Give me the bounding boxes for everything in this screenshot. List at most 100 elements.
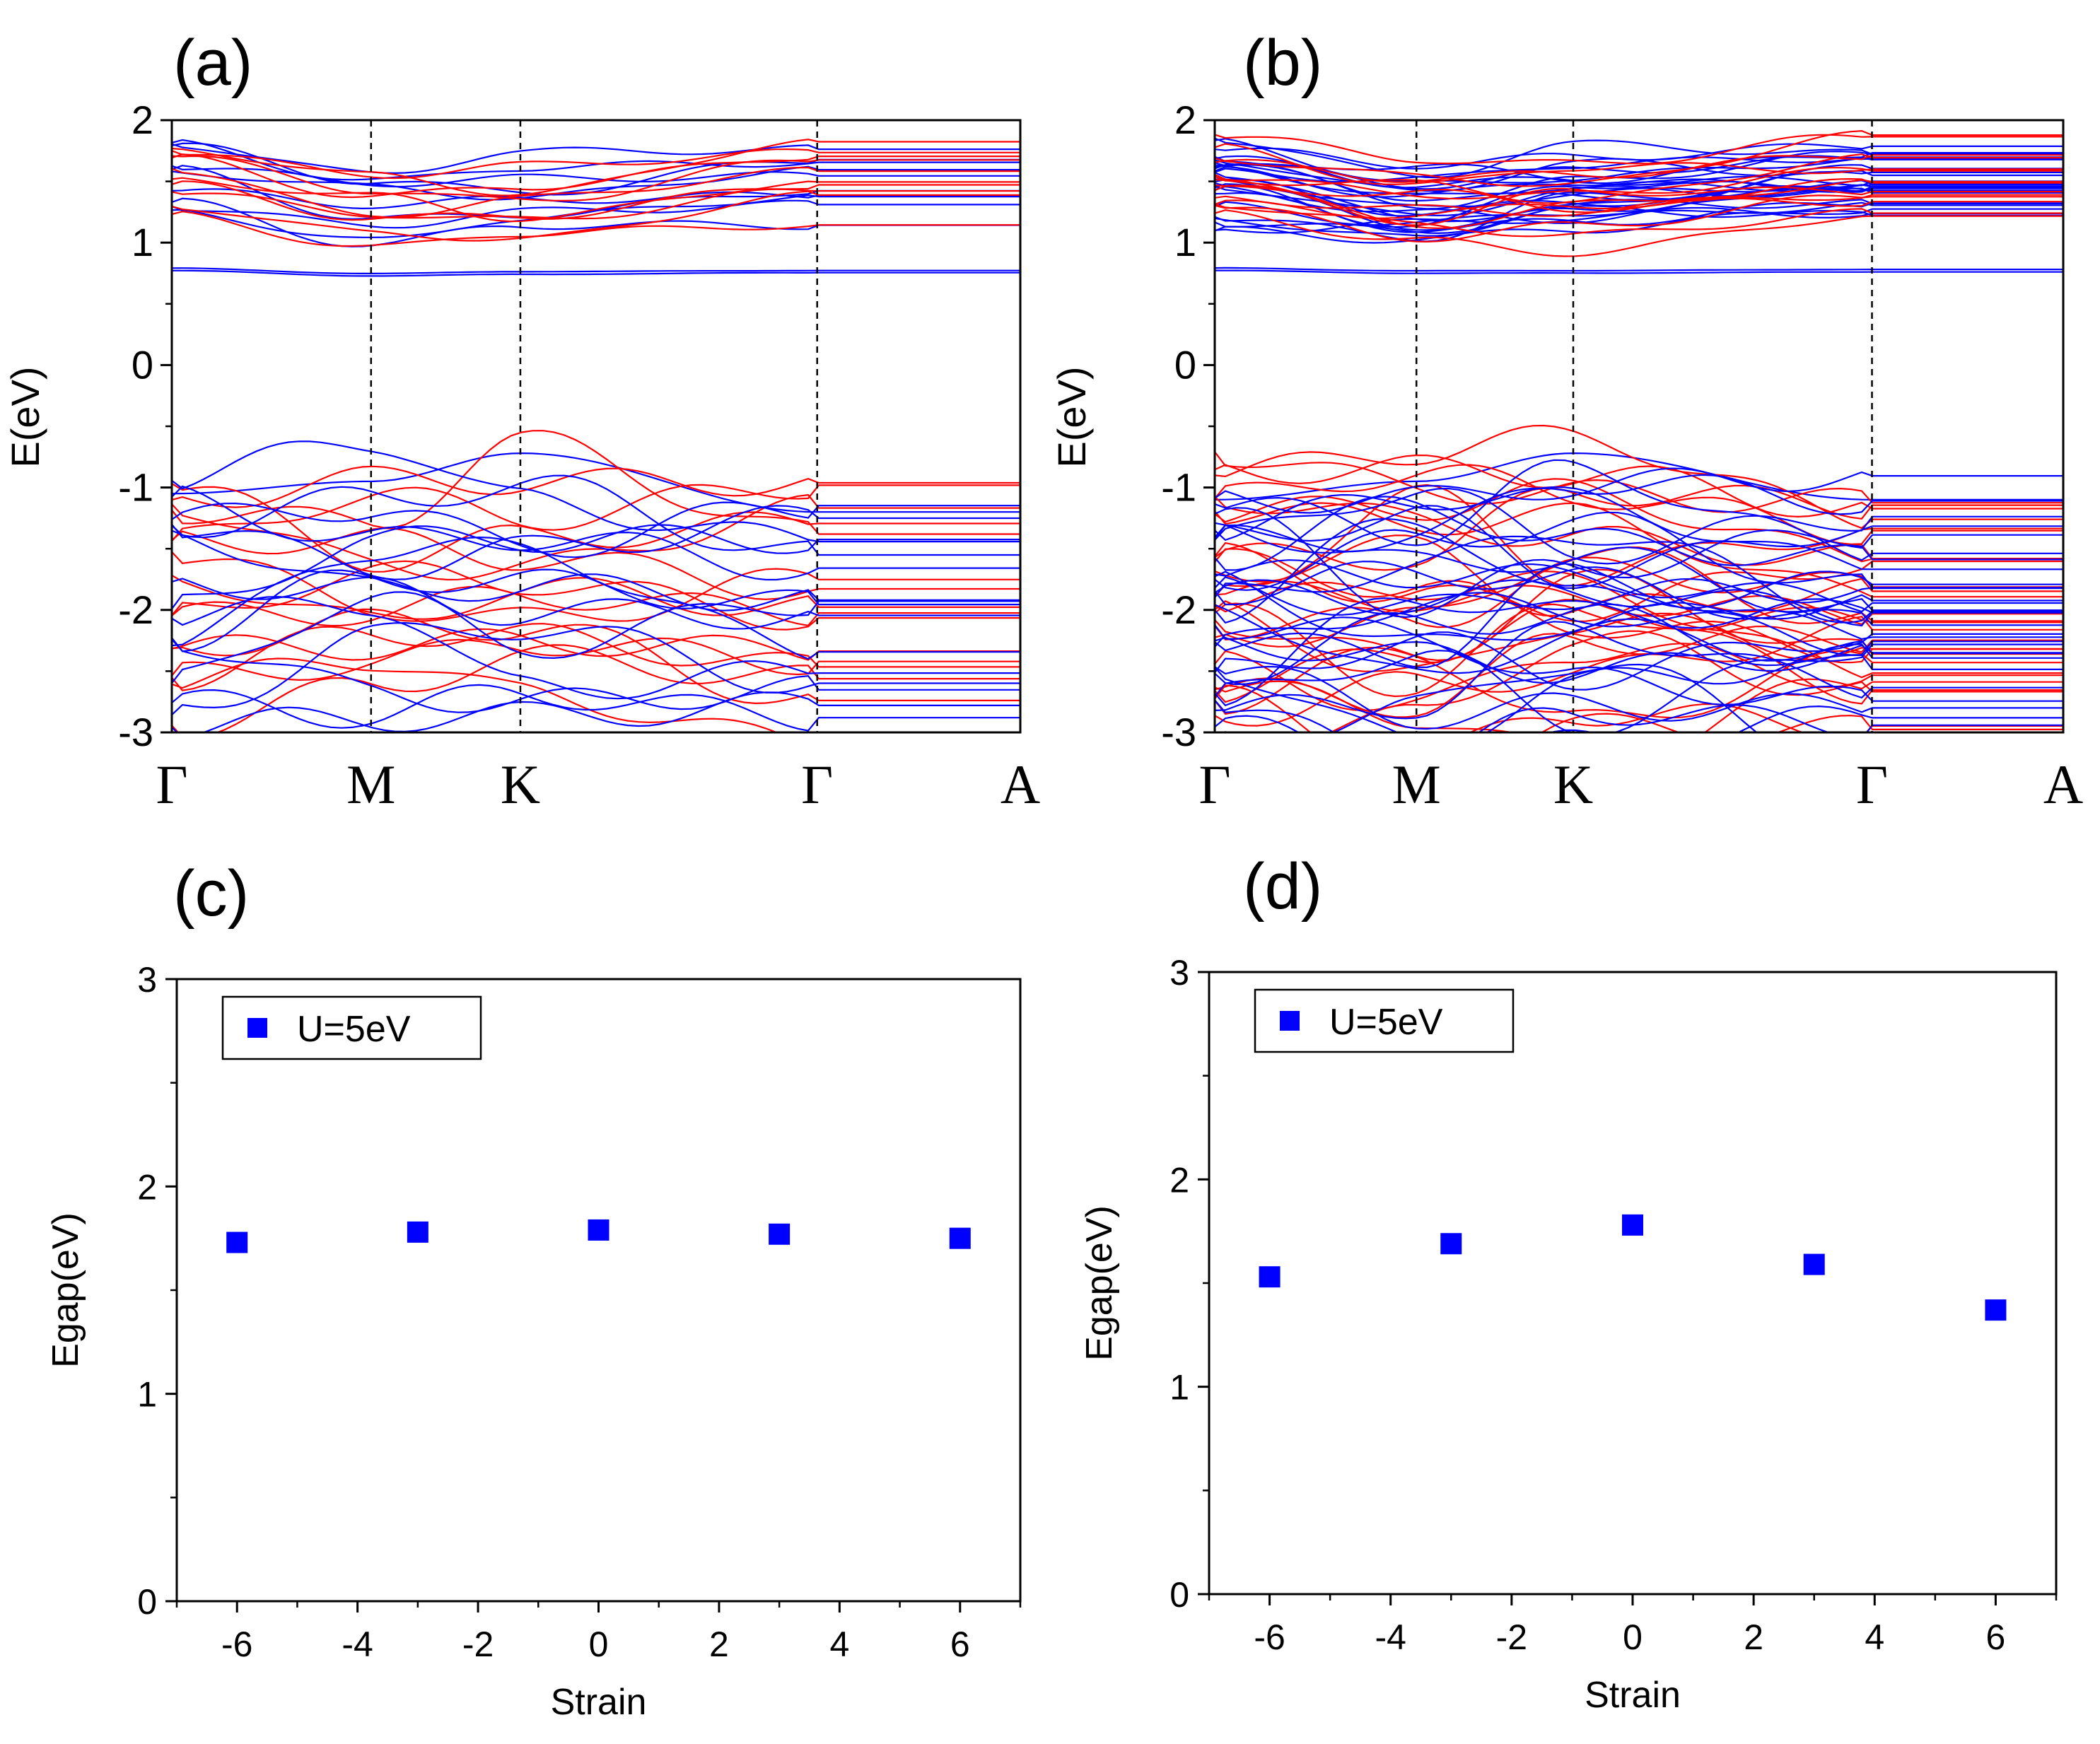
y-tick-label: 1 bbox=[1174, 220, 1196, 264]
data-point bbox=[1803, 1253, 1825, 1275]
band-line-up bbox=[1215, 179, 2063, 217]
y-tick-label: -2 bbox=[1161, 587, 1196, 632]
kpoint-label: Γ bbox=[801, 754, 833, 815]
data-point bbox=[769, 1223, 791, 1245]
band-panel-1: -3 -2 -1 0 1 2 Γ M K Γ A E(eV) (b) bbox=[1049, 27, 2083, 815]
legend-box bbox=[221, 995, 482, 1060]
band-line-up bbox=[1215, 185, 2063, 213]
band-line-down bbox=[172, 638, 1020, 713]
data-point bbox=[588, 1219, 609, 1241]
kpoint-label: M bbox=[346, 754, 395, 815]
band-line-up bbox=[172, 148, 1020, 180]
band-line-down bbox=[1215, 486, 2063, 570]
band-line-up bbox=[1215, 134, 2063, 165]
band-line-up bbox=[1215, 464, 2063, 545]
band-line-down bbox=[1215, 592, 2063, 656]
band-line-down bbox=[1215, 496, 2063, 571]
band-line-up bbox=[172, 560, 1020, 631]
band-line-down bbox=[1215, 507, 2063, 619]
y-axis-label: E(eV) bbox=[1049, 366, 1094, 467]
axes-frame bbox=[1208, 971, 2058, 1596]
y-tick-label: 0 bbox=[1174, 342, 1196, 387]
band-line-down bbox=[172, 501, 1020, 558]
band-line-up bbox=[1215, 209, 2063, 257]
band-line-down bbox=[1215, 505, 2063, 590]
x-tick-label: 2 bbox=[709, 1625, 729, 1664]
panel-label: (b) bbox=[1243, 27, 1322, 99]
band-line-up bbox=[172, 190, 1020, 242]
y-tick-label: 1 bbox=[137, 1375, 157, 1415]
band-line-down bbox=[1223, 663, 1758, 732]
x-tick-label: 0 bbox=[1623, 1617, 1643, 1657]
y-tick-label: -1 bbox=[118, 465, 153, 510]
x-tick-label: -6 bbox=[221, 1625, 252, 1664]
data-point bbox=[407, 1221, 428, 1243]
band-line-up bbox=[172, 155, 1020, 202]
band-line-down bbox=[1215, 604, 2063, 674]
x-axis-label: Strain bbox=[551, 1682, 647, 1723]
band-line-up bbox=[172, 637, 1020, 681]
x-axis-label: Strain bbox=[1585, 1675, 1681, 1716]
legend-label: U=5eV bbox=[1329, 1002, 1443, 1043]
band-line-down bbox=[1215, 474, 2063, 553]
y-tick-label: 1 bbox=[132, 220, 153, 264]
band-line-down bbox=[1215, 603, 2063, 686]
band-line-down bbox=[1215, 535, 2063, 624]
band-line-down bbox=[1215, 643, 2063, 732]
band-line-down bbox=[172, 440, 1020, 543]
band-line-up bbox=[172, 644, 1020, 732]
x-tick-label: -6 bbox=[1254, 1617, 1285, 1657]
band-line-down bbox=[1215, 267, 2063, 272]
band-line-down bbox=[172, 684, 1020, 732]
band-line-up bbox=[172, 484, 1020, 542]
band-line-up bbox=[172, 574, 1020, 620]
band-line-up bbox=[172, 153, 1020, 199]
band-line-down bbox=[1215, 616, 2063, 706]
x-tick-label: -4 bbox=[342, 1625, 373, 1664]
band-line-up bbox=[172, 139, 1020, 197]
band-line-down bbox=[172, 576, 1020, 630]
y-tick-label: 2 bbox=[1169, 1160, 1189, 1200]
band-line-up bbox=[1215, 484, 2063, 571]
band-line-up bbox=[172, 211, 1020, 247]
y-tick-label: -1 bbox=[1161, 465, 1196, 510]
y-tick-label: 1 bbox=[1169, 1368, 1189, 1408]
band-line-down bbox=[172, 485, 1020, 581]
legend: U=5eV bbox=[1254, 988, 1515, 1053]
scatter-panel-2: -6 -4 -2 0 2 4 6 0 1 2 3 Strain Egap(eV) (c) U=5eV bbox=[45, 858, 1022, 1723]
band-line-up bbox=[172, 483, 1020, 573]
y-tick-label: 3 bbox=[1169, 953, 1189, 993]
band-line-up bbox=[1215, 185, 2063, 226]
y-axis-label: E(eV) bbox=[3, 366, 47, 467]
band-line-down bbox=[172, 143, 1020, 175]
data-point bbox=[1622, 1214, 1643, 1236]
x-tick-label: 4 bbox=[1865, 1617, 1884, 1657]
kpoint-label: A bbox=[2043, 754, 2083, 815]
band-line-down bbox=[172, 505, 1020, 580]
band-line-up bbox=[1215, 454, 2063, 518]
y-tick-label: 0 bbox=[137, 1582, 157, 1622]
band-line-up bbox=[1215, 143, 2063, 185]
band-line-down bbox=[172, 595, 1020, 700]
band-line-up bbox=[172, 166, 1020, 218]
kpoint-label: K bbox=[501, 754, 540, 815]
x-tick-label: 2 bbox=[1744, 1617, 1763, 1657]
band-line-up bbox=[1329, 630, 2063, 732]
x-tick-label: -2 bbox=[462, 1625, 494, 1664]
band-line-up bbox=[1215, 602, 2063, 705]
band-line-down bbox=[172, 529, 1020, 611]
data-point bbox=[226, 1231, 248, 1253]
data-point bbox=[949, 1227, 971, 1249]
band-line-up bbox=[1215, 542, 2063, 622]
band-line-down bbox=[1215, 665, 2063, 730]
band-line-down bbox=[1215, 643, 2063, 732]
band-line-down bbox=[1215, 185, 2063, 242]
x-tick-label: -2 bbox=[1496, 1617, 1527, 1657]
y-axis-label: Egap(eV) bbox=[1079, 1205, 1120, 1361]
band-line-down bbox=[172, 524, 1020, 609]
band-line-down bbox=[1215, 563, 2063, 669]
band-line-down bbox=[1215, 631, 2063, 691]
x-tick-label: 4 bbox=[829, 1625, 849, 1664]
y-tick-label: 2 bbox=[1174, 98, 1196, 142]
x-tick-label: 6 bbox=[1986, 1617, 2006, 1657]
